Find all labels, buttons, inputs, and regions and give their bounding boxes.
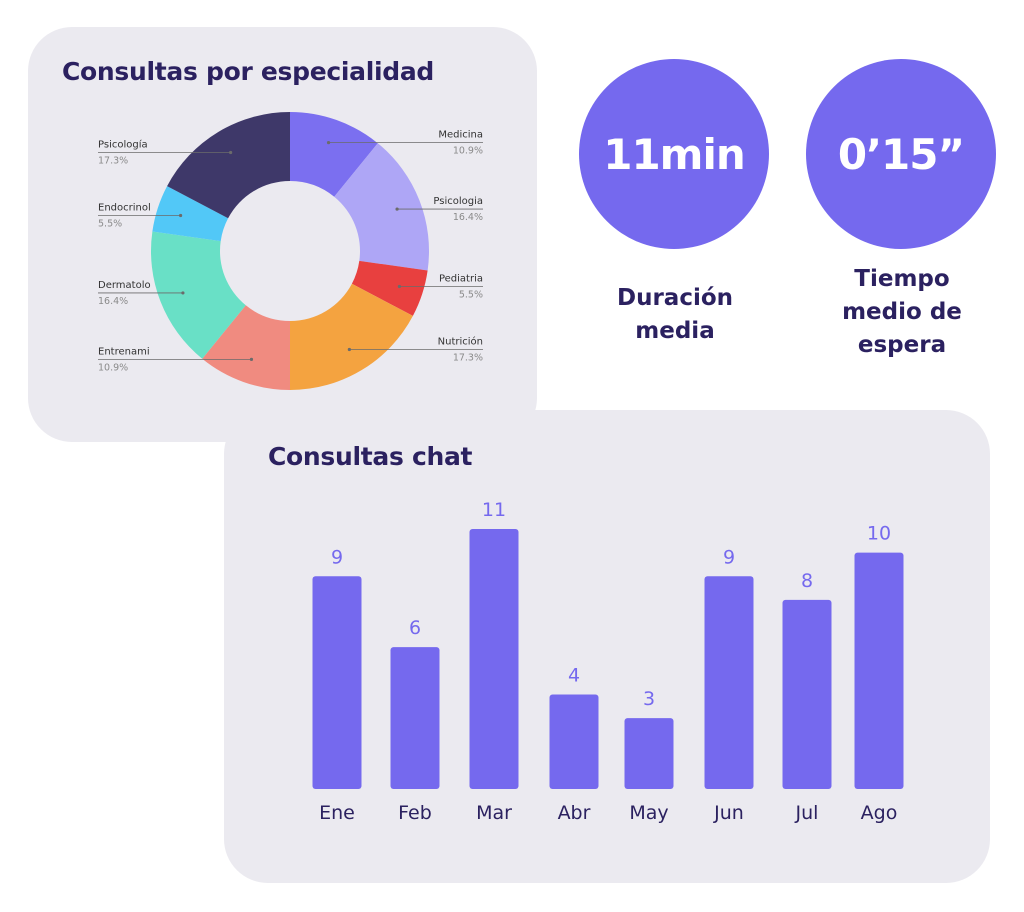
donut-slice xyxy=(290,112,378,197)
bar-category-label: Jun xyxy=(713,802,744,824)
bar-jun xyxy=(704,576,754,789)
donut-leader-dot xyxy=(347,347,351,352)
donut-slice xyxy=(334,143,429,271)
bar-category-label: Abr xyxy=(558,802,591,824)
wait-stat-label-line: Tiempo xyxy=(854,266,950,292)
donut-leader-dot xyxy=(249,357,254,361)
donut-slice-percent: 10.9% xyxy=(453,146,483,157)
donut-slice-label: Endocrinol xyxy=(98,203,151,214)
donut-slice xyxy=(290,283,413,390)
bar-value-label: 8 xyxy=(801,570,813,592)
donut-slice-percent: 17.3% xyxy=(453,352,483,363)
donut-slice xyxy=(202,305,290,390)
donut-slice-label: Psicología xyxy=(98,139,148,151)
donut-leader-dot xyxy=(181,291,185,295)
donut-slice-percent: 5.5% xyxy=(98,219,122,230)
duration-stat-value: 11min xyxy=(603,129,746,179)
bar-category-label: Mar xyxy=(476,802,512,824)
bar-value-label: 3 xyxy=(643,688,655,710)
donut-leader-dot xyxy=(395,207,399,211)
donut-slice-percent: 17.3% xyxy=(98,156,128,167)
bar-category-label: Ene xyxy=(319,802,355,824)
bar-category-label: May xyxy=(629,802,668,824)
wait-stat-label: Tiempo medio de espera xyxy=(792,263,1012,362)
bar-value-label: 9 xyxy=(331,546,343,568)
bar-category-label: Ago xyxy=(861,802,898,824)
bar-ene xyxy=(312,576,362,789)
specialty-chart-card: Consultas por especialidad Medicina 10.9%… xyxy=(28,27,537,442)
donut-slice-percent: 16.4% xyxy=(453,212,483,223)
donut-slice-label: Medicina xyxy=(438,130,483,141)
donut-leader-dot xyxy=(179,213,183,218)
bar-value-label: 10 xyxy=(867,523,891,545)
bar-category-label: Jul xyxy=(795,802,819,824)
duration-stat-label-line: Duración xyxy=(616,285,734,311)
bar-value-label: 4 xyxy=(568,664,580,686)
bar-may xyxy=(624,718,674,789)
bar-ago xyxy=(854,552,904,789)
donut-slice xyxy=(351,260,428,316)
donut-slice-label: Nutrición xyxy=(438,335,483,347)
specialty-donut-chart: Medicina 10.9% Psicologia 16.4% Pediatria 5.5… xyxy=(98,111,483,390)
duration-stat-label-line: media xyxy=(635,318,715,344)
bar-value-label: 6 xyxy=(409,617,421,639)
donut-slice-label: Psicologia xyxy=(433,196,483,207)
duration-stat-label: Duración media xyxy=(565,282,785,348)
donut-leader-dot xyxy=(326,141,331,145)
donut-slice-label: Dermatolo xyxy=(98,280,151,291)
donut-slice-percent: 16.4% xyxy=(98,296,128,307)
bar-abr xyxy=(549,694,599,789)
donut-slice-label: Pediatria xyxy=(439,273,483,284)
wait-stat-value: 0’15” xyxy=(837,129,965,179)
duration-stat-circle: 11min xyxy=(579,59,769,249)
specialty-chart-title: Consultas por especialidad xyxy=(62,57,435,86)
donut-slice-percent: 5.5% xyxy=(459,289,483,300)
chat-consults-bar-chart: 9 Ene 6 Feb 11 Mar 4 Abr 3 May 9 Jun 8 Jul 10 Ago xyxy=(312,499,904,824)
donut-slice-label: Entrenami xyxy=(98,346,150,357)
donut-leader-dot xyxy=(229,150,233,155)
chat-consults-card: Consultas chat 9 Ene 6 Feb 11 Mar 4 Abr 3 May 9 Jun… xyxy=(224,410,990,883)
bar-value-label: 9 xyxy=(723,546,735,568)
wait-stat-circle: 0’15” xyxy=(806,59,996,249)
bar-category-label: Feb xyxy=(398,802,432,824)
bar-jul xyxy=(782,599,832,789)
donut-slice xyxy=(152,186,229,242)
bar-mar xyxy=(469,529,519,789)
donut-slice xyxy=(167,111,290,219)
chat-consults-title: Consultas chat xyxy=(268,442,473,471)
wait-stat-label-line: espera xyxy=(857,332,947,358)
wait-stat-label-line: medio de xyxy=(842,299,962,325)
donut-slice-percent: 10.9% xyxy=(98,362,128,373)
bar-feb xyxy=(390,647,440,789)
donut-leader-dot xyxy=(397,284,401,289)
donut-slice xyxy=(150,231,246,359)
bar-value-label: 11 xyxy=(482,499,506,521)
